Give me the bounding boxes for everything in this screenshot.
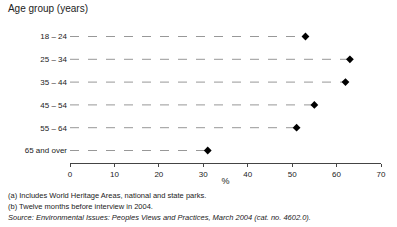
svg-text:Age group (years): Age group (years)	[8, 3, 88, 14]
svg-text:18 – 24: 18 – 24	[40, 32, 67, 41]
svg-text:35 – 44: 35 – 44	[40, 78, 67, 87]
svg-text:Source: Environmental Issues:: Source: Environmental Issues: Peoples Vi…	[8, 213, 311, 222]
svg-text:60: 60	[332, 170, 341, 179]
svg-text:65 and over: 65 and over	[25, 146, 68, 155]
svg-text:20: 20	[154, 170, 163, 179]
svg-text:40: 40	[243, 170, 252, 179]
svg-text:10: 10	[110, 170, 119, 179]
svg-text:(b) Twelve months before inter: (b) Twelve months before interview in 20…	[8, 202, 153, 211]
svg-text:45 – 54: 45 – 54	[40, 101, 67, 110]
svg-text:0: 0	[68, 170, 73, 179]
svg-text:50: 50	[288, 170, 297, 179]
svg-text:70: 70	[377, 170, 386, 179]
svg-text:30: 30	[199, 170, 208, 179]
svg-text:(a) Includes World Heritage Ar: (a) Includes World Heritage Areas, natio…	[8, 191, 206, 200]
svg-text:25 – 34: 25 – 34	[40, 55, 67, 64]
svg-text:%: %	[221, 176, 229, 186]
svg-text:55 – 64: 55 – 64	[40, 124, 67, 133]
